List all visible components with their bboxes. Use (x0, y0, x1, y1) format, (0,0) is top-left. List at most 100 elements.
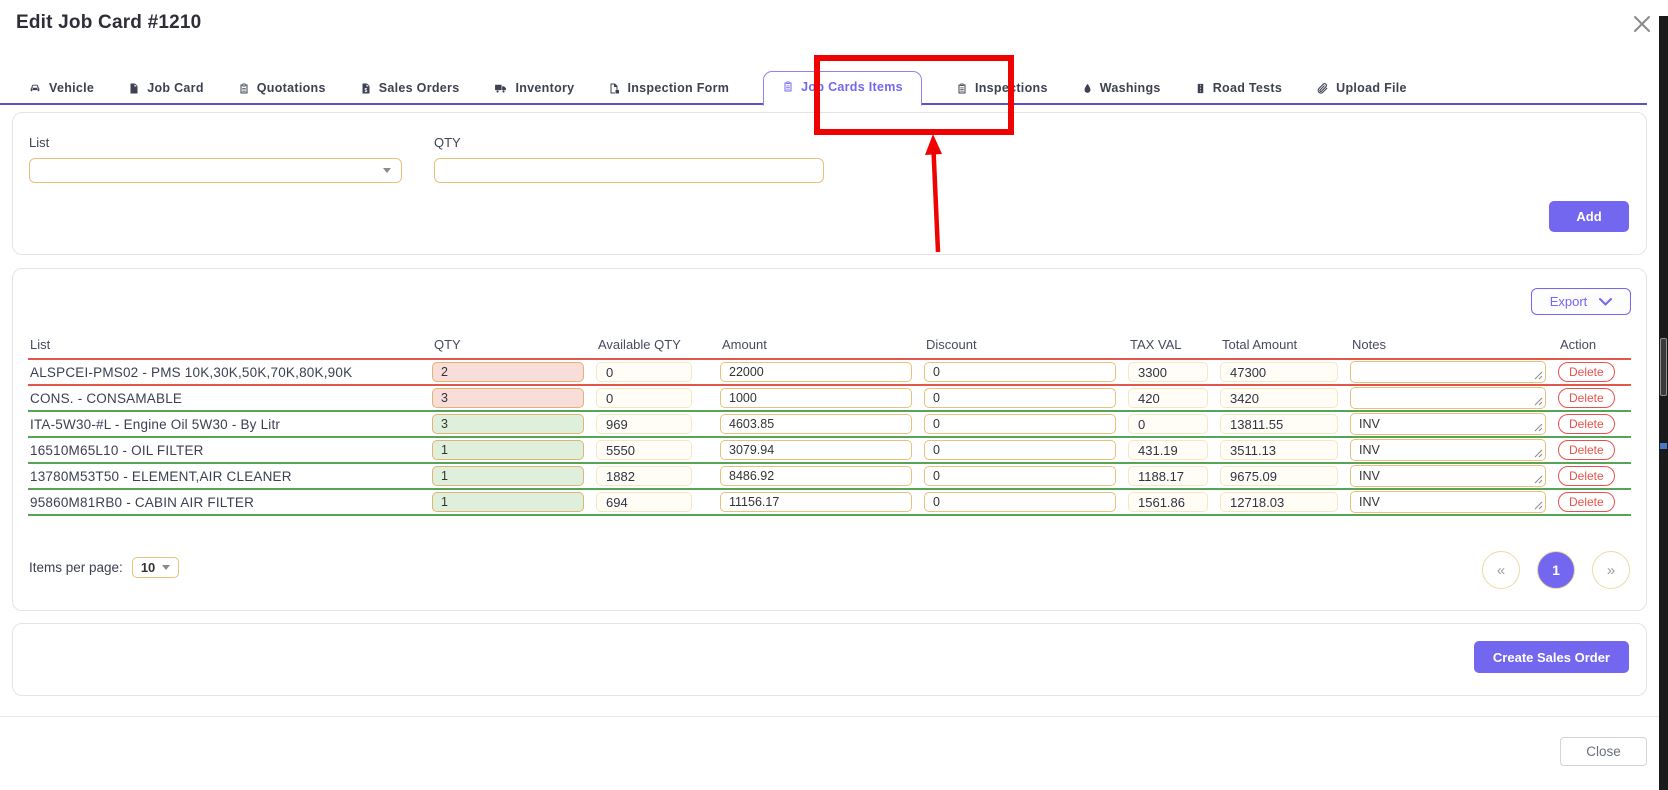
resize-handle-icon[interactable] (1534, 423, 1543, 432)
tab-road-tests[interactable]: Road Tests (1195, 81, 1282, 95)
amount-input[interactable]: 22000 (720, 362, 912, 382)
notes-textarea[interactable]: INV (1350, 413, 1546, 435)
discount-input[interactable]: 0 (924, 466, 1116, 486)
amount-input[interactable]: 1000 (720, 388, 912, 408)
resize-handle-icon[interactable] (1534, 397, 1543, 406)
resize-handle-icon[interactable] (1534, 475, 1543, 484)
total-amount-field: 13811.55 (1220, 414, 1338, 434)
notes-textarea[interactable]: INV (1350, 439, 1546, 461)
table-bottom-line (28, 514, 1631, 516)
qty-input[interactable]: 3 (432, 388, 584, 408)
tab-vehicle[interactable]: Vehicle (28, 81, 94, 95)
amount-input[interactable]: 4603.85 (720, 414, 912, 434)
tab-upload-file[interactable]: Upload File (1316, 81, 1407, 95)
delete-button[interactable]: Delete (1558, 362, 1615, 382)
tab-label: Vehicle (49, 81, 95, 95)
tab-quotations[interactable]: Quotations (238, 81, 326, 95)
column-header: Total Amount (1222, 337, 1298, 352)
discount-input[interactable]: 0 (924, 414, 1116, 434)
column-header: List (30, 337, 51, 352)
column-header: Available QTY (598, 337, 681, 352)
inspection-form-icon (608, 82, 620, 95)
caret-down-icon (162, 565, 171, 570)
qty-input[interactable]: 1 (432, 492, 584, 512)
column-header: Action (1560, 337, 1597, 352)
delete-button[interactable]: Delete (1558, 414, 1615, 434)
discount-input[interactable]: 0 (924, 440, 1116, 460)
tax-val-field: 1188.17 (1128, 466, 1208, 486)
resize-handle-icon[interactable] (1534, 501, 1543, 510)
pagination-prev-button[interactable]: « (1482, 551, 1520, 589)
discount-input[interactable]: 0 (924, 362, 1116, 382)
notes-textarea[interactable]: INV (1350, 491, 1546, 513)
tab-label: Road Tests (1212, 81, 1283, 95)
add-button[interactable]: Add (1549, 201, 1629, 232)
tab-job-cards-items[interactable]: Job Cards Items (763, 70, 922, 106)
chevron-down-icon (1599, 297, 1613, 306)
delete-button[interactable]: Delete (1558, 440, 1615, 460)
scrollbar-marker (1660, 443, 1667, 449)
table-row: CONS. - CONSAMABLE 3 0 1000 0 420 3420 D… (28, 384, 1631, 410)
job-card-icon (128, 82, 140, 95)
road-tests-icon (1195, 82, 1206, 95)
tab-inventory[interactable]: Inventory (493, 81, 574, 95)
items-per-page: Items per page: 10 (29, 557, 180, 578)
items-per-page-select[interactable]: 10 (131, 557, 180, 578)
footer-divider (0, 716, 1668, 717)
export-label: Export (1549, 294, 1588, 309)
list-select[interactable] (29, 158, 402, 183)
tab-washings[interactable]: Washings (1082, 81, 1161, 95)
tab-label: Upload File (1336, 81, 1407, 95)
total-amount-field: 9675.09 (1220, 466, 1338, 486)
amount-input[interactable]: 8486.92 (720, 466, 912, 486)
list-cell: 16510M65L10 - OIL FILTER (30, 442, 204, 458)
scrollbar-thumb[interactable] (1660, 338, 1667, 396)
tab-job-card[interactable]: Job Card (128, 81, 204, 95)
qty-input[interactable]: 3 (432, 414, 584, 434)
tab-inspection-form[interactable]: Inspection Form (608, 81, 729, 95)
resize-handle-icon[interactable] (1534, 371, 1543, 380)
tab-label: Inventory (515, 81, 575, 95)
tab-label: Job Cards Items (801, 79, 903, 94)
sales-orders-icon: $ (360, 82, 372, 95)
delete-button[interactable]: Delete (1558, 388, 1615, 408)
resize-handle-icon[interactable] (1534, 449, 1543, 458)
available-qty-field: 5550 (596, 440, 692, 460)
discount-input[interactable]: 0 (924, 388, 1116, 408)
amount-input[interactable]: 3079.94 (720, 440, 912, 460)
delete-button[interactable]: Delete (1558, 492, 1615, 512)
column-header: QTY (434, 337, 461, 352)
column-header: TAX VAL (1130, 337, 1182, 352)
sales-order-panel: Create Sales Order (12, 623, 1647, 696)
amount-input[interactable]: 11156.17 (720, 492, 912, 512)
notes-textarea[interactable]: INV (1350, 465, 1546, 487)
page-title: Edit Job Card #1210 (16, 12, 202, 33)
close-icon[interactable] (1630, 12, 1654, 36)
close-button[interactable]: Close (1560, 737, 1647, 766)
qty-input[interactable] (445, 163, 813, 178)
car-icon (28, 82, 42, 95)
qty-input[interactable]: 1 (432, 466, 584, 486)
table-row: ALSPCEI-PMS02 - PMS 10K,30K,50K,70K,80K,… (28, 358, 1631, 384)
column-header: Discount (926, 337, 977, 352)
table-header-row: List QTY Available QTY Amount Discount TAX VA… (28, 331, 1631, 358)
tab-sales-orders[interactable]: $ Sales Orders (360, 81, 460, 95)
list-cell: CONS. - CONSAMABLE (30, 390, 183, 406)
items-table-panel: Export List QTY Available QTY Amount Discoun… (12, 268, 1647, 611)
tab-inspections[interactable]: Inspections (956, 81, 1048, 95)
pagination-next-button[interactable]: » (1592, 551, 1630, 589)
tax-val-field: 3300 (1128, 362, 1208, 382)
notes-textarea[interactable] (1350, 387, 1546, 409)
notes-textarea[interactable] (1350, 361, 1546, 383)
qty-input[interactable]: 1 (432, 440, 584, 460)
delete-button[interactable]: Delete (1558, 466, 1615, 486)
add-item-panel: List QTY Add (12, 112, 1647, 255)
qty-field-wrap (434, 158, 824, 183)
qty-input[interactable]: 2 (432, 362, 584, 382)
export-button[interactable]: Export (1531, 288, 1631, 315)
scrollbar[interactable] (1659, 16, 1668, 790)
discount-input[interactable]: 0 (924, 492, 1116, 512)
items-per-page-label: Items per page: (29, 560, 123, 575)
pagination-page-1-button[interactable]: 1 (1537, 551, 1575, 589)
create-sales-order-button[interactable]: Create Sales Order (1473, 641, 1629, 673)
